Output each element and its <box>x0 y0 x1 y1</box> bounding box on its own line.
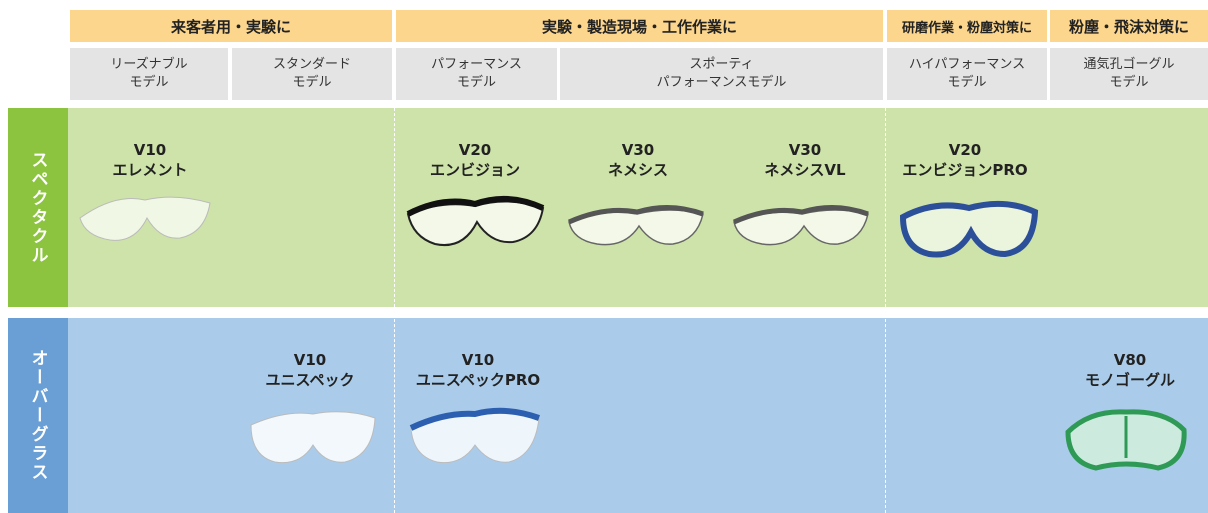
divider <box>885 108 886 513</box>
product-image <box>1065 409 1187 471</box>
product-image <box>409 407 540 464</box>
sub-header: パフォーマンス モデル <box>396 48 557 100</box>
product-image <box>406 195 545 246</box>
product-name: モノゴーグル <box>1084 371 1176 389</box>
row-bg <box>68 318 1208 513</box>
sub-header: 通気孔ゴーグル モデル <box>1050 48 1208 100</box>
row-label: スペクタクル <box>8 108 68 307</box>
group-header: 粉塵・飛沫対策に <box>1050 10 1208 42</box>
model: V10 <box>293 351 327 369</box>
product-name: ネメシスVL <box>764 161 846 179</box>
model: V30 <box>788 141 822 159</box>
divider <box>394 108 395 513</box>
model: V30 <box>621 141 655 159</box>
product-image <box>732 204 869 246</box>
product: V10 ユニスペック <box>266 350 355 390</box>
group-header: 実験・製造現場・工作作業に <box>396 10 883 42</box>
model: V20 <box>948 141 982 159</box>
product-image <box>899 200 1039 258</box>
product-name: ユニスペック <box>265 371 355 389</box>
sub-header: リーズナブル モデル <box>70 48 228 100</box>
product-name: エレメント <box>112 161 188 179</box>
product-name: ユニスペックPRO <box>415 371 541 389</box>
product-image <box>567 204 704 246</box>
sub-header: スタンダード モデル <box>232 48 392 100</box>
product: V20 エンビジョンPRO <box>902 140 1027 180</box>
product-name: エンビジョン <box>429 161 521 179</box>
product: V30 ネメシス <box>608 140 668 180</box>
product-name: ネメシス <box>607 161 669 179</box>
product: V10 ユニスペックPRO <box>416 350 540 390</box>
group-header: 研磨作業・粉塵対策に <box>887 10 1047 42</box>
product: V20 エンビジョン <box>430 140 520 180</box>
model: V10 <box>133 141 167 159</box>
model: V80 <box>1113 351 1147 369</box>
sub-header: ハイパフォーマンス モデル <box>887 48 1047 100</box>
product: V30 ネメシスVL <box>764 140 845 180</box>
sub-header: スポーティ パフォーマンスモデル <box>560 48 883 100</box>
product-image <box>79 196 211 241</box>
model: V20 <box>458 141 492 159</box>
product-image <box>250 411 376 464</box>
product-name: エンビジョンPRO <box>902 161 1028 179</box>
row-label: オーバーグラス <box>8 318 68 513</box>
product: V80 モノゴーグル <box>1085 350 1175 390</box>
group-header: 来客者用・実験に <box>70 10 392 42</box>
model: V10 <box>461 351 495 369</box>
product: V10 エレメント <box>112 140 187 180</box>
